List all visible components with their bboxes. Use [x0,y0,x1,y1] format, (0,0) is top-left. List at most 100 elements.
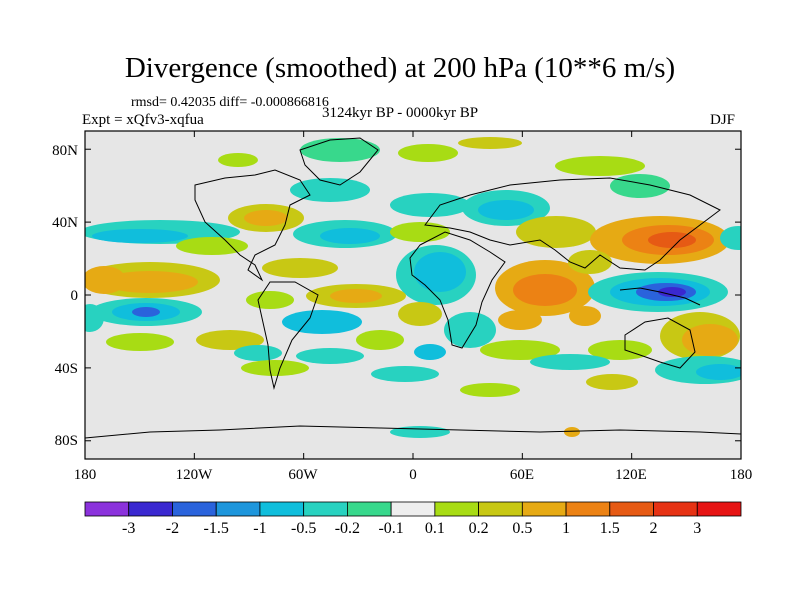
field-blob [390,222,450,242]
north-america-outline [194,169,311,282]
field-blob [610,174,670,198]
field-blob [300,138,380,162]
field-blob [234,345,282,361]
field-blob [513,274,577,306]
field-blob [296,348,364,364]
field-blob [414,252,466,292]
colorbar-label: -0.2 [334,520,361,537]
field-blob [241,360,309,376]
lat-label-40n: 40N [52,215,78,231]
field-blob [244,210,288,226]
field-blob [398,302,442,326]
field-blob [390,426,450,438]
lon-label-60w: 60W [288,467,318,483]
colorbar-swatch [172,501,217,517]
lon-label-180w: 180 [73,467,97,483]
field-blob [682,324,738,356]
divergence-field [85,137,741,438]
colorbar-swatch [215,501,261,517]
stats-text: rmsd= 0.42035 diff= -0.000866816 [131,95,329,110]
eurasia-outline [424,177,721,271]
colorbar-label: -0.5 [290,520,317,537]
colorbar-label: -3 [122,520,136,537]
colorbar-label: 1.5 [599,520,620,537]
colorbar-swatch [303,501,348,517]
field-blob [132,307,160,317]
field-blob [356,330,404,350]
australia-outline [624,317,696,369]
colorbar-swatch [346,501,392,517]
colorbar-label: 0.1 [424,520,445,537]
map-title: Divergence (smoothed) at 200 hPa (10**6 … [124,52,676,84]
colorbar-swatch [521,501,567,517]
greenland-outline [299,137,379,186]
colorbar-label: 2 [649,520,658,537]
field-blob [85,304,104,332]
lat-label-80s: 80S [54,433,78,449]
field-blob [498,310,542,330]
colorbar-swatch [478,501,523,517]
antarctica-outline [85,425,741,439]
colorbar-swatch [696,501,742,517]
lon-label-0: 0 [409,467,417,483]
coastlines [85,137,741,439]
colorbar-label: 0.2 [468,520,489,537]
field-blob [320,228,380,244]
season-label: DJF [710,112,736,128]
field-blob [586,374,638,390]
field-blob [176,237,248,255]
lon-label-120e: 120E [615,467,647,483]
africa-outline [409,231,506,349]
field-blob [720,226,741,250]
field-blob [458,137,522,149]
colorbar-label: -1.5 [203,520,229,537]
field-blob [290,178,370,202]
lon-label-120w: 120W [175,467,213,483]
colorbar-swatch [565,501,611,517]
colorbar-label: -0.1 [378,520,404,537]
colorbar-swatch [128,501,173,517]
field-blob [460,383,520,397]
colorbar-swatch [259,501,305,517]
field-blob [530,354,610,370]
field-blob [444,312,496,348]
field-blob [330,289,382,303]
field-blob [102,271,198,293]
field-blob [568,250,612,274]
field-blob [648,232,696,248]
field-blob [588,340,652,360]
colorbar [84,501,742,517]
colorbar-label: -1 [253,520,267,537]
colorbar-label: 1 [562,520,571,537]
lon-label-180e: 180 [729,467,753,483]
field-blob [106,333,174,351]
lat-label-equator: 0 [70,288,79,304]
field-blob [569,306,601,326]
colorbar-swatch [390,501,436,517]
field-blob [480,340,560,360]
colorbar-swatch [84,501,130,517]
field-blob [555,156,645,176]
field-blob [85,266,126,294]
maritime-continent-outline [619,287,701,306]
field-blob [658,287,686,297]
field-blob [196,330,264,350]
field-blob [218,153,258,167]
field-blob [414,344,446,360]
colorbar-swatch [653,501,698,517]
axis-ticks [84,131,742,459]
colorbar-swatch [434,501,480,517]
colorbar-label: -2 [165,520,180,537]
field-blob [390,193,470,217]
lon-label-60e: 60E [509,467,535,483]
field-blob [696,364,741,380]
field-blob [282,310,362,334]
field-blob [92,229,188,243]
south-america-outline [257,281,319,390]
colorbar-label: 0.5 [512,520,533,537]
field-blob [262,258,338,278]
period-label: 3124kyr BP - 0000kyr BP [322,105,479,121]
lat-label-40s: 40S [54,361,78,377]
lat-label-80n: 80N [52,143,78,159]
